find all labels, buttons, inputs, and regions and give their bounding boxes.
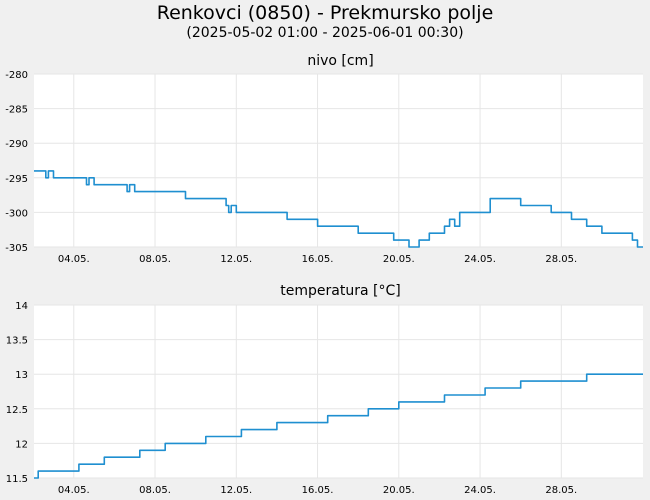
series-line-1	[34, 170, 643, 248]
x-tick-label: 16.05.	[302, 254, 334, 265]
y-tick-label: -290	[5, 139, 28, 150]
x-tick-label: 20.05.	[383, 254, 415, 265]
chart-title: temperatura [°C]	[280, 283, 400, 299]
y-tick-label: 14	[15, 301, 28, 312]
y-tick-label: 13	[15, 370, 28, 381]
x-tick-label: 08.05.	[139, 485, 171, 496]
chart-title: nivo [cm]	[307, 53, 373, 69]
x-tick-label: 12.05.	[220, 485, 252, 496]
x-tick-label: 12.05.	[220, 254, 252, 265]
y-tick-label: 11.5	[6, 474, 28, 485]
y-tick-label: 13.5	[6, 336, 28, 347]
y-tick-label: -285	[5, 105, 28, 116]
y-tick-label: -280	[5, 70, 28, 81]
y-tick-label: 12	[15, 439, 28, 450]
chart-panel-2: temperatura [°C] 14 13.5 13 12.5 12 11.5 04.05.…	[6, 283, 643, 496]
x-tick-label: 28.05.	[545, 254, 577, 265]
x-tick-label: 04.05.	[58, 485, 90, 496]
x-tick-label: 04.05.	[58, 254, 90, 265]
x-tick-label: 28.05.	[545, 485, 577, 496]
x-tick-label: 08.05.	[139, 254, 171, 265]
x-tick-label: 24.05.	[464, 485, 496, 496]
plot-area	[34, 74, 643, 247]
y-tick-label: 12.5	[6, 405, 28, 416]
y-tick-label: -295	[5, 174, 28, 185]
x-tick-label: 16.05.	[302, 485, 334, 496]
series-line-1	[34, 373, 643, 479]
x-tick-label: 20.05.	[383, 485, 415, 496]
page-subtitle: (2025-05-02 01:00 - 2025-06-01 00:30)	[186, 25, 464, 41]
page-title: Renkovci (0850) - Prekmursko polje	[156, 2, 494, 24]
plot-area	[34, 305, 643, 478]
chart-panel-1: nivo [cm] -280 -285 -290 -295 -300 -305 04.05. 0…	[5, 53, 643, 265]
x-tick-label: 24.05.	[464, 254, 496, 265]
y-tick-label: -300	[5, 208, 28, 219]
y-tick-label: -305	[5, 243, 28, 254]
